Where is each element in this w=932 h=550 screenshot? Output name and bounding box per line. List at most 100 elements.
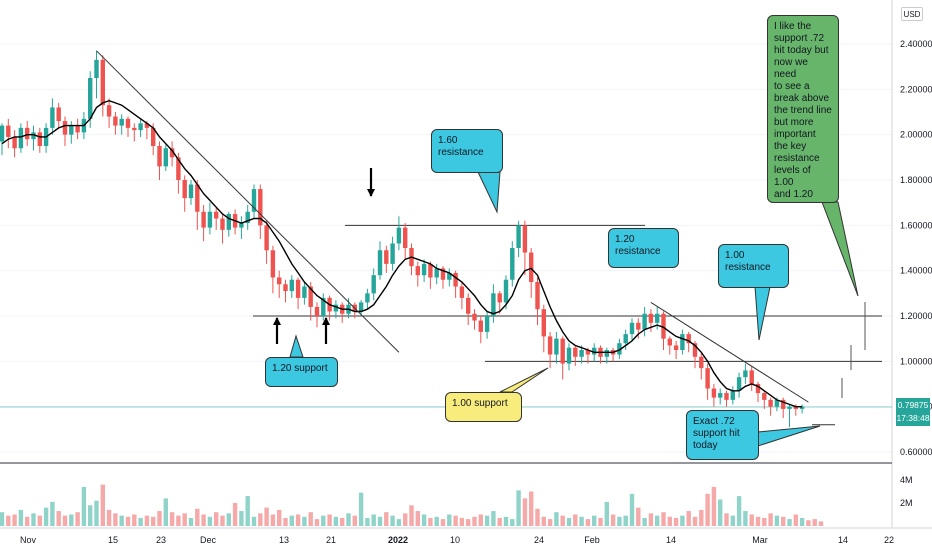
- volume-bar: [781, 516, 786, 526]
- volume-bar: [37, 515, 42, 526]
- candle-body: [686, 334, 691, 344]
- candle-body: [484, 316, 490, 332]
- candle-body: [466, 297, 471, 314]
- volume-bar: [503, 516, 509, 526]
- candle-body: [157, 146, 162, 167]
- volume-bar: [6, 515, 11, 526]
- price-tick-label: 2.00000: [900, 130, 932, 140]
- candle-body: [403, 227, 408, 248]
- note-1-20-resistance: 1.20 resistance: [608, 228, 679, 268]
- volume-bar: [440, 519, 446, 526]
- candle-body: [6, 125, 11, 137]
- volume-bar: [125, 516, 131, 526]
- candle-body: [434, 268, 439, 278]
- candle-body: [510, 248, 515, 280]
- volume-bar: [774, 515, 780, 526]
- volume-bar: [799, 517, 805, 526]
- candle-body: [478, 320, 483, 332]
- volume-bar: [18, 509, 24, 526]
- candle-body: [321, 297, 326, 316]
- time-tick-label: 13: [279, 535, 289, 545]
- candle-body: [642, 313, 647, 330]
- volume-bar: [478, 514, 483, 526]
- candle-body: [453, 272, 458, 287]
- volume-bar: [535, 508, 540, 526]
- time-tick-label: 22: [884, 535, 894, 545]
- candle-body: [699, 356, 704, 369]
- volume-bar: [655, 515, 660, 526]
- time-tick-label: 23: [156, 535, 166, 545]
- candle-body: [667, 338, 672, 346]
- candle-body: [18, 127, 24, 149]
- candle-body: [617, 343, 622, 355]
- time-tick-label: Nov: [20, 535, 37, 545]
- time-axis: Nov 15 23 Dec 13 21 2022 10 24 Feb 14 Mar 14 22: [20, 535, 894, 545]
- volume-bar: [226, 513, 231, 526]
- volume-bar: [346, 513, 351, 526]
- volume-bar: [289, 515, 294, 526]
- candle-body: [793, 406, 798, 409]
- volume-bar: [705, 493, 710, 526]
- candle-body: [258, 189, 263, 226]
- candle-body: [308, 286, 313, 307]
- volume-bar: [818, 521, 824, 526]
- candle-body: [497, 293, 502, 303]
- pointer-72: [757, 425, 821, 447]
- currency-label[interactable]: USD: [901, 7, 923, 21]
- candle-body: [295, 279, 301, 298]
- volume-axis: 4M 2M: [900, 475, 913, 508]
- volume-bar: [314, 519, 320, 526]
- candle-body: [680, 334, 685, 350]
- candle-body: [762, 393, 767, 400]
- candle-body: [390, 243, 395, 264]
- volume-bar: [245, 496, 250, 526]
- volume-bar: [686, 511, 691, 526]
- volume-bar: [295, 514, 301, 526]
- candle-body: [529, 252, 534, 282]
- volume-bar: [484, 515, 490, 526]
- volume-bar: [743, 511, 748, 526]
- candle-body: [736, 377, 742, 391]
- volume-bar: [453, 515, 458, 526]
- arrow-up-1-head: [273, 317, 281, 325]
- pointer-1-00: [754, 286, 771, 341]
- candle-body: [195, 184, 200, 212]
- candle-body: [579, 350, 584, 357]
- volume-bar: [434, 516, 439, 526]
- volume-bar: [806, 520, 811, 526]
- volume-bar: [604, 501, 609, 526]
- volume-bar: [396, 519, 402, 526]
- time-tick-label: Dec: [200, 535, 217, 545]
- volume-bar: [547, 519, 553, 526]
- candle-body: [522, 225, 528, 253]
- volume-bar: [50, 501, 55, 526]
- volume-bar: [0, 512, 5, 526]
- moving-average-line: [1, 99, 803, 408]
- volume-bar: [302, 516, 307, 526]
- candle-body: [415, 266, 420, 276]
- trend-line: [96, 50, 400, 353]
- candle-body: [119, 118, 124, 126]
- candle-body: [629, 322, 635, 335]
- note-1-20-support: 1.20 support: [265, 357, 338, 387]
- candle-body: [573, 347, 578, 357]
- candle-body: [151, 127, 156, 146]
- candle-body: [0, 125, 5, 142]
- volume-bar: [151, 516, 156, 526]
- candle-body: [636, 322, 641, 330]
- candle-body: [384, 250, 389, 264]
- candle-body: [264, 225, 269, 251]
- candle-body: [774, 399, 780, 407]
- candle-body: [138, 123, 143, 131]
- volume-bar: [466, 519, 471, 526]
- volume-bar: [447, 514, 452, 526]
- candle-body: [692, 343, 698, 357]
- candle-body: [106, 105, 112, 117]
- arrow-down-1-head: [367, 189, 375, 197]
- volume-bar: [138, 517, 143, 526]
- volume-bar: [43, 507, 49, 526]
- candle-body: [333, 304, 339, 312]
- volume-bar: [497, 517, 502, 526]
- volume-bar: [623, 515, 628, 526]
